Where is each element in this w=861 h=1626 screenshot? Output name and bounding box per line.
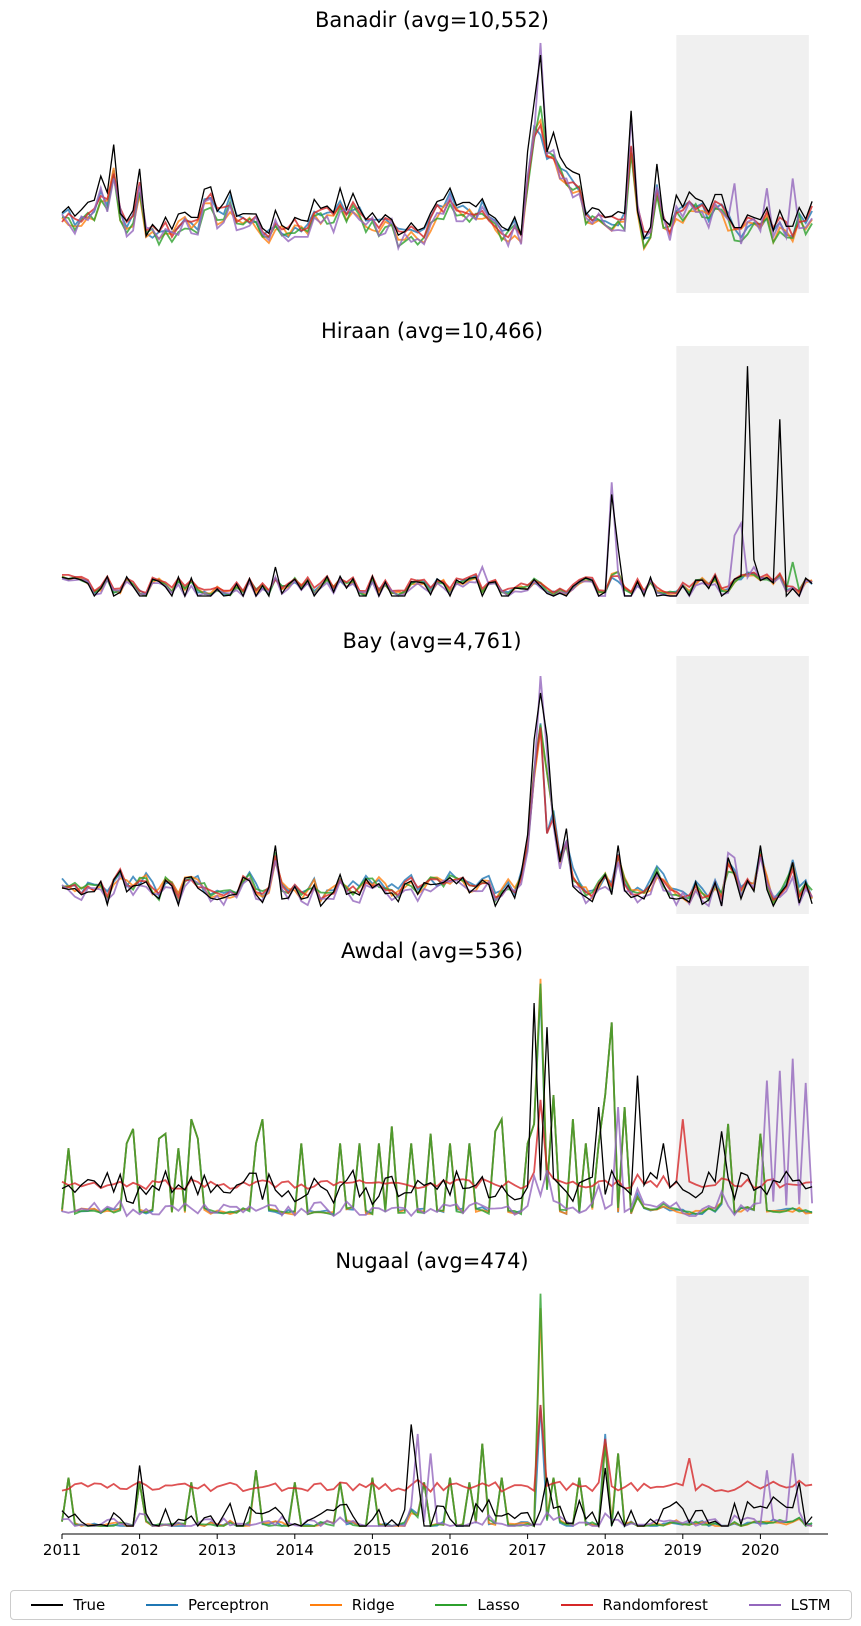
forecast-shade xyxy=(676,346,809,604)
panel-title: Banadir (avg=10,552) xyxy=(315,8,549,32)
panel-5: Nugaal (avg=474) xyxy=(61,1249,813,1534)
panel-2: Hiraan (avg=10,466) xyxy=(61,319,813,604)
series-lstm xyxy=(61,1058,813,1218)
x-tick-label: 2012 xyxy=(121,1541,159,1559)
x-tick-label: 2019 xyxy=(664,1541,702,1559)
legend-label-lstm: LSTM xyxy=(790,1596,831,1614)
forecast-shade xyxy=(676,656,809,914)
x-tick-label: 2017 xyxy=(509,1541,547,1559)
forecast-shade xyxy=(676,1276,809,1534)
panel-1: Banadir (avg=10,552) xyxy=(61,8,813,293)
x-tick-label: 2020 xyxy=(741,1541,779,1559)
legend-swatch-lasso xyxy=(435,1604,468,1606)
series-lstm xyxy=(61,42,813,252)
legend-item-ridge: Ridge xyxy=(309,1596,395,1614)
legend-item-lasso: Lasso xyxy=(435,1596,520,1614)
x-tick-label: 2011 xyxy=(43,1541,81,1559)
series-true xyxy=(61,692,813,908)
x-tick-label: 2013 xyxy=(198,1541,236,1559)
legend-swatch-lstm xyxy=(748,1604,781,1606)
legend-item-true: True xyxy=(31,1596,105,1614)
panel-title: Hiraan (avg=10,466) xyxy=(321,319,543,343)
x-tick-label: 2015 xyxy=(353,1541,391,1559)
series-true xyxy=(61,55,813,241)
legend-label-lasso: Lasso xyxy=(477,1596,520,1614)
legend-swatch-ridge xyxy=(309,1604,342,1606)
legend-item-lstm: LSTM xyxy=(748,1596,831,1614)
legend-item-randomforest: Randomforest xyxy=(560,1596,708,1614)
legend-label-true: True xyxy=(73,1596,106,1614)
legend-swatch-perceptron xyxy=(146,1604,179,1606)
series-true xyxy=(61,366,813,598)
series-randomforest xyxy=(61,1404,813,1493)
x-tick-label: 2016 xyxy=(431,1541,469,1559)
legend-label-perceptron: Perceptron xyxy=(188,1596,269,1614)
panel-title: Bay (avg=4,761) xyxy=(342,629,521,653)
panel-title: Nugaal (avg=474) xyxy=(335,1249,528,1273)
series-lasso xyxy=(61,1293,813,1528)
series-randomforest xyxy=(61,727,813,902)
series-randomforest xyxy=(61,122,813,240)
panel-4: Awdal (avg=536) xyxy=(61,939,813,1224)
legend-swatch-randomforest xyxy=(560,1604,593,1606)
series-lasso xyxy=(61,105,813,250)
legend-label-randomforest: Randomforest xyxy=(602,1596,708,1614)
x-tick-label: 2014 xyxy=(276,1541,314,1559)
panel-title: Awdal (avg=536) xyxy=(341,939,523,963)
series-true xyxy=(61,1002,813,1206)
series-randomforest xyxy=(62,571,813,595)
forecast-shade xyxy=(676,35,809,293)
legend-swatch-true xyxy=(31,1604,64,1606)
series-true xyxy=(61,1424,813,1529)
panel-3: Bay (avg=4,761) xyxy=(61,629,813,914)
x-tick-label: 2018 xyxy=(586,1541,624,1559)
series-lstm xyxy=(61,1433,813,1528)
legend: True Perceptron Ridge Lasso Randomforest… xyxy=(10,1590,852,1620)
legend-item-perceptron: Perceptron xyxy=(146,1596,269,1614)
legend-label-ridge: Ridge xyxy=(351,1596,395,1614)
